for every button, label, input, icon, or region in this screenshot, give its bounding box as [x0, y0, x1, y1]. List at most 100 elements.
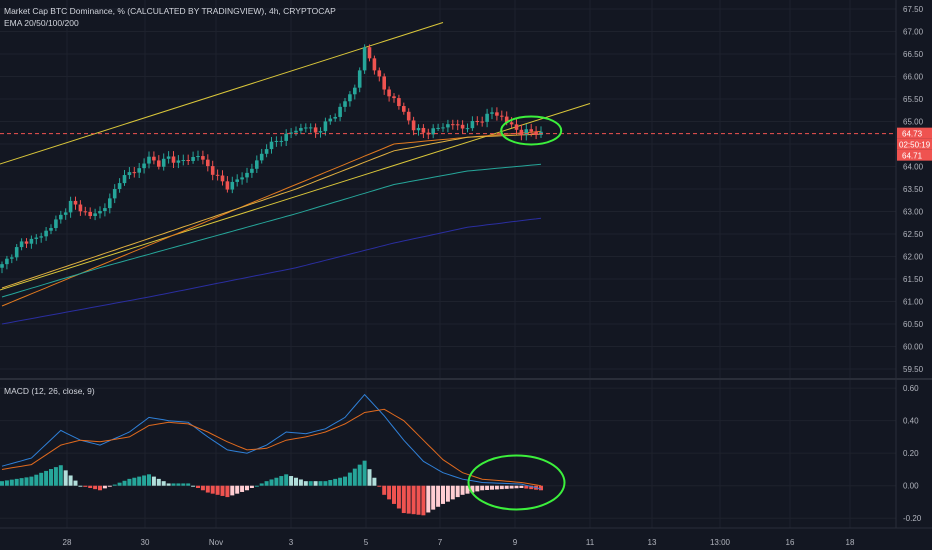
macd-histogram-bar	[357, 464, 362, 486]
macd-histogram-bar	[343, 476, 347, 486]
macd-histogram-bar	[416, 485, 421, 515]
candle-body	[63, 212, 68, 215]
candle-body	[88, 211, 92, 217]
macd-histogram-bar	[132, 477, 137, 486]
macd-histogram-bar	[245, 485, 249, 491]
candle-body	[308, 127, 313, 129]
macd-histogram-bar	[475, 485, 480, 492]
macd-histogram-bar	[392, 485, 396, 504]
macd-histogram-bar	[176, 483, 181, 486]
candle-body	[108, 198, 112, 209]
candle-body	[367, 47, 372, 59]
macd-histogram-bar	[480, 485, 485, 491]
macd-histogram-bar	[166, 483, 171, 486]
candle-body	[333, 116, 337, 119]
hand-drawn-annotations	[467, 115, 566, 511]
candle-body	[230, 181, 235, 190]
macd-histogram-bar	[323, 481, 328, 486]
macd-histogram-bar	[274, 477, 279, 486]
signal-line	[1, 408, 542, 487]
macd-y-tick-label: 0.00	[903, 482, 919, 491]
candle-body	[328, 118, 333, 122]
macd-histogram-bar	[220, 485, 225, 496]
macd-histogram-bar	[490, 485, 494, 490]
macd-histogram-bar	[455, 485, 460, 498]
macd-histogram-bar	[318, 481, 323, 486]
candle-body	[103, 208, 107, 212]
x-tick-label: 28	[63, 538, 72, 547]
macd-histogram-bar	[377, 485, 382, 487]
macd-histogram-bar	[161, 481, 166, 486]
annotation-circle-macd	[467, 454, 566, 511]
macd-histogram-bar	[411, 485, 416, 515]
candle-body	[19, 241, 24, 248]
candle-body	[514, 124, 519, 130]
annotation-circle-price	[500, 115, 563, 146]
low-price-tag	[897, 149, 932, 161]
macd-histogram-bar	[200, 485, 205, 491]
y-tick-label: 59.50	[903, 365, 924, 374]
candle-body	[372, 58, 377, 71]
macd-legend: MACD (12, 26, close, 9)	[4, 386, 95, 396]
candle-body	[416, 127, 421, 131]
macd-histogram-bar	[249, 485, 254, 488]
macd-histogram-bar	[93, 485, 98, 490]
y-tick-label: 61.00	[903, 298, 924, 307]
candle-body	[14, 247, 19, 258]
candle-body	[240, 177, 244, 180]
candle-body	[269, 141, 274, 150]
candle-body	[446, 124, 450, 128]
macd-histogram-bar	[156, 478, 161, 486]
macd-histogram-bar	[470, 485, 475, 493]
macd-histogram-bar	[102, 485, 107, 489]
candle-body	[117, 183, 122, 190]
macd-histogram-bar	[514, 485, 519, 489]
x-tick-label: 5	[364, 538, 369, 547]
macd-histogram-bar	[191, 485, 196, 487]
candle-body	[402, 106, 406, 112]
candle-body	[10, 257, 14, 259]
candle-body	[495, 112, 499, 116]
macd-histogram-bar	[186, 483, 191, 486]
macd-histogram-bar	[0, 481, 4, 486]
candle-body	[475, 121, 480, 123]
countdown-tag	[897, 138, 932, 150]
candle-body	[196, 156, 200, 158]
macd-histogram	[0, 460, 543, 516]
candle-body	[250, 168, 254, 173]
candle-body	[299, 128, 303, 131]
candle-body	[171, 156, 176, 163]
candle-body	[274, 140, 279, 142]
macd-histogram-bar	[210, 485, 215, 494]
candle-body	[98, 211, 102, 214]
candle-body	[500, 115, 504, 117]
candle-body	[191, 157, 195, 161]
candle-body	[357, 70, 362, 88]
candle-body	[529, 129, 533, 132]
macd-histogram-bar	[308, 481, 313, 486]
candle-body	[49, 228, 53, 231]
candle-body	[24, 241, 29, 244]
ema-line	[1, 163, 542, 298]
macd-histogram-bar	[230, 485, 235, 496]
low-price-label: 64.71	[902, 152, 923, 161]
x-tick-label: 11	[586, 538, 595, 547]
y-tick-label: 66.00	[903, 73, 924, 82]
candle-body	[39, 236, 43, 238]
macd-histogram-bar	[225, 485, 230, 498]
candle-body	[284, 133, 288, 141]
macd-histogram-bar	[387, 485, 392, 500]
candle-body	[441, 127, 445, 129]
macd-histogram-bar	[235, 485, 240, 494]
candle-body	[279, 140, 284, 142]
candle-body	[451, 124, 455, 126]
candle-body	[421, 127, 426, 133]
macd-histogram-bar	[382, 485, 387, 495]
y-tick-label: 60.50	[903, 320, 924, 329]
macd-histogram-bar	[151, 476, 156, 486]
macd-histogram-bar	[441, 485, 445, 504]
candle-body	[323, 121, 328, 132]
candle-body	[455, 124, 460, 126]
macd-histogram-bar	[171, 483, 176, 486]
